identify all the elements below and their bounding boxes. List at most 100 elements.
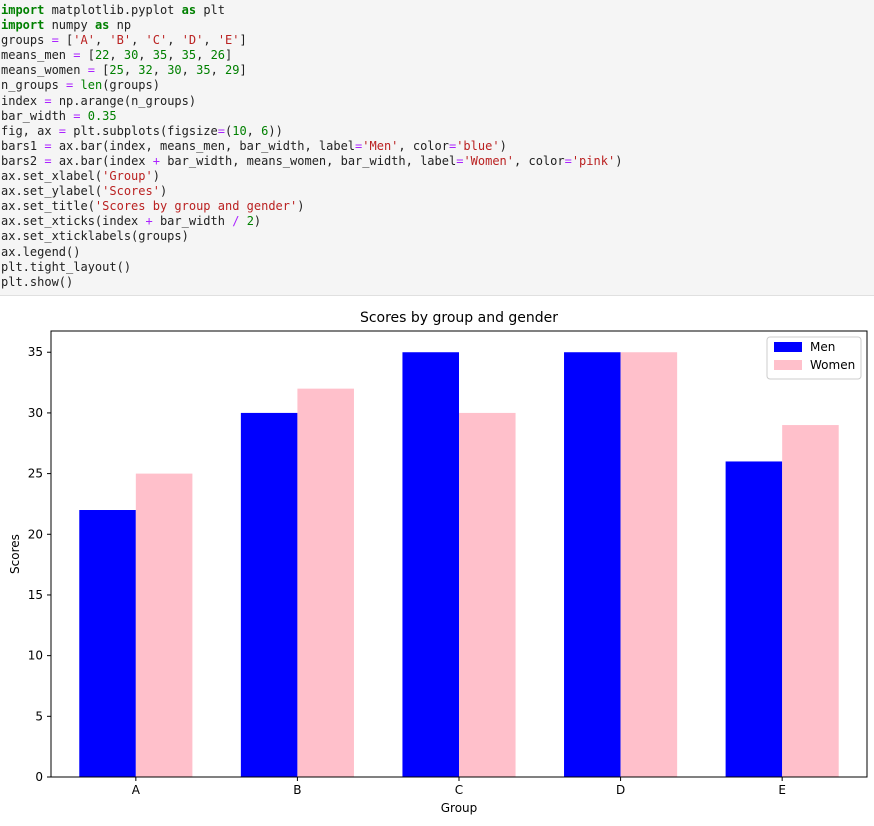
code-token: =: [448, 138, 457, 153]
code-token: 'blue': [456, 138, 500, 153]
code-token: ): [159, 184, 168, 199]
code-token: , color: [514, 153, 565, 168]
legend-label-men: Men: [810, 340, 835, 354]
code-token: [73, 78, 80, 92]
code-token: ,: [152, 63, 168, 78]
code-line: bars1 = ax.bar(index, means_men, bar_wid…: [1, 139, 874, 154]
code-token: ): [499, 138, 507, 153]
code-token: 35: [196, 63, 211, 78]
code-token: 'E': [217, 33, 240, 48]
code-token: =: [51, 33, 59, 48]
code-line: ax.set_title('Scores by group and gender…: [1, 199, 874, 214]
code-token: ,: [196, 48, 211, 63]
code-line: ax.set_xlabel('Group'): [1, 169, 874, 184]
code-token: ,: [210, 63, 226, 78]
y-tick-label: 0: [35, 770, 43, 784]
x-axis: A B C D E: [132, 777, 786, 797]
code-token: ax.bar(index, means_men, bar_width, labe…: [51, 138, 356, 153]
code-token: 0.35: [87, 108, 117, 123]
x-tick-label: E: [778, 783, 786, 797]
code-token: bar_width: [1, 108, 74, 123]
code-token: 'A': [73, 33, 95, 48]
code-token: index: [1, 93, 45, 108]
code-token: as: [181, 3, 197, 17]
code-token: 30: [167, 63, 182, 78]
code-token: 'Group': [102, 169, 153, 184]
code-token: ax.set_title(: [1, 199, 95, 214]
y-tick-label: 30: [28, 406, 43, 420]
code-token: [239, 214, 246, 228]
code-token: 2: [246, 214, 254, 229]
code-token: 10: [232, 123, 247, 138]
code-editor[interactable]: import matplotlib.pyplot as plt import nu…: [1, 3, 874, 290]
y-tick-label: 20: [28, 527, 43, 541]
code-token: means_women: [1, 63, 88, 78]
code-token: np.arange(n_groups): [51, 93, 197, 108]
legend-swatch-women: [774, 360, 802, 370]
code-token: plt.subplots(figsize: [66, 123, 218, 138]
code-line: fig, ax = plt.subplots(figsize=(10, 6)): [1, 124, 874, 139]
bar-chart: 0 5 10 15 20 25 30 35 A B C D E Scores by group and…: [8, 310, 868, 815]
bar-women-c: [459, 412, 516, 777]
code-token: ,: [138, 48, 153, 63]
code-token: ,: [109, 48, 124, 63]
code-token: =: [44, 153, 52, 168]
code-token: 29: [225, 63, 240, 78]
code-line: plt.show(): [1, 275, 874, 290]
code-token: np: [109, 18, 132, 33]
code-token: n_groups: [1, 78, 67, 93]
code-token: ,: [167, 33, 182, 48]
code-token: ): [152, 169, 160, 184]
code-token: 30: [123, 48, 139, 63]
code-token: =: [87, 63, 95, 78]
code-token: 'Men': [362, 138, 399, 153]
code-token: 'Scores by group and gender': [94, 199, 298, 214]
code-line: ax.set_xticklabels(groups): [1, 229, 874, 244]
code-token: =: [355, 138, 363, 153]
code-token: [: [94, 63, 110, 78]
code-token: groups: [1, 33, 52, 48]
code-token: 26: [210, 48, 226, 63]
code-token: as: [94, 18, 110, 33]
code-line: groups = ['A', 'B', 'C', 'D', 'E']: [1, 33, 874, 48]
code-token: matplotlib.pyplot: [44, 3, 182, 17]
bar-men-e: [725, 461, 783, 777]
code-token: ,: [131, 33, 146, 48]
code-token: plt.show(): [1, 274, 74, 289]
code-token: /: [232, 214, 240, 229]
bar-men-d: [564, 352, 621, 777]
code-line: n_groups = len(groups): [1, 78, 874, 93]
x-axis-label: Group: [441, 801, 478, 815]
bar-women-a: [135, 473, 193, 777]
code-token: =: [66, 78, 74, 93]
code-token: ,: [167, 48, 182, 63]
code-token: bar_width, means_women, bar_width, label: [159, 153, 457, 168]
code-token: [80, 109, 87, 123]
legend: Men Women: [766, 336, 862, 380]
code-token: ]: [239, 63, 247, 78]
code-token: =: [58, 123, 67, 138]
code-line: means_men = [22, 30, 35, 35, 26]: [1, 48, 874, 63]
cell-output: 0 5 10 15 20 25 30 35 A B C D E Scores by group and…: [0, 297, 874, 821]
code-token: +: [145, 214, 153, 229]
code-cell[interactable]: import matplotlib.pyplot as plt import nu…: [0, 0, 874, 296]
code-token: 35: [181, 48, 197, 63]
legend-label-women: Women: [810, 358, 855, 372]
code-token: ]: [225, 48, 233, 63]
code-token: =: [73, 48, 81, 63]
code-token: 'C': [145, 33, 168, 48]
code-token: 'Women': [463, 153, 515, 168]
code-token: =: [217, 123, 225, 138]
code-token: +: [152, 153, 160, 168]
code-line: ax.legend(): [1, 245, 874, 260]
code-token: 'Scores': [102, 184, 160, 199]
y-axis-label: Scores: [8, 534, 22, 574]
code-token: ax.set_xticklabels(groups): [1, 229, 189, 244]
code-token: ): [253, 214, 262, 229]
code-token: ,: [94, 33, 110, 48]
code-token: ,: [203, 33, 218, 48]
y-tick-label: 35: [28, 345, 43, 359]
code-token: ax.set_xticks(index: [1, 214, 146, 229]
code-token: 6: [261, 123, 269, 138]
code-token: ax.set_xlabel(: [1, 169, 103, 184]
